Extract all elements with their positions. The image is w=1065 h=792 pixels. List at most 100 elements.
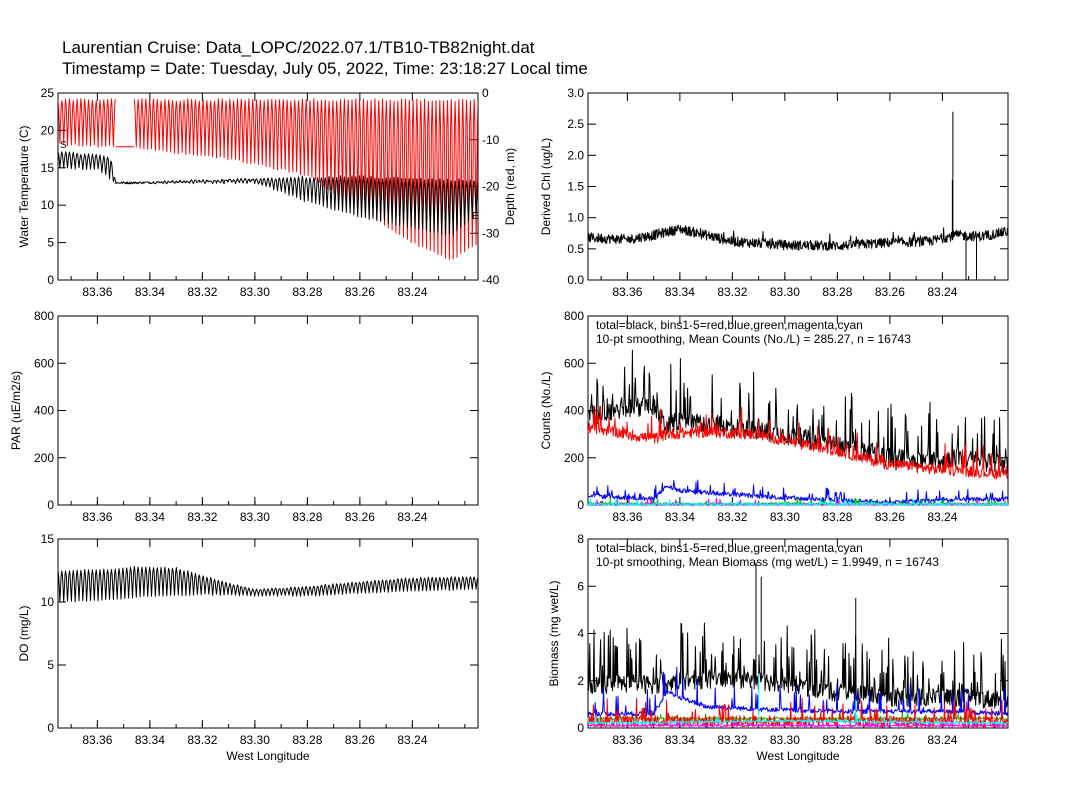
y-tick-label: 10 (41, 198, 55, 212)
y-tick-label: 2.5 (567, 117, 584, 131)
x-tick-label: 83.36 (612, 510, 642, 524)
x-tick-label: 83.32 (717, 733, 747, 747)
y2-tick-label: -30 (482, 226, 500, 240)
x-tick-label: 83.36 (82, 510, 112, 524)
chl-series-group (587, 111, 1009, 280)
x-tick-label: 83.34 (135, 733, 165, 747)
y-tick-label: 1.0 (567, 211, 584, 225)
counts-annotation-line1: total=black, bins1-5=red,blue,green,mage… (596, 318, 863, 332)
y-tick-label: 15 (41, 532, 55, 546)
x-axis-label: West Longitude (756, 749, 839, 763)
series-line-5 (587, 498, 1009, 506)
y-tick-label: 8 (577, 532, 584, 546)
series-line-0 (587, 349, 1009, 474)
x-tick-label: 83.34 (665, 733, 695, 747)
panel-temp: 83.36 83.34 83.32 83.30 83.28 83.26 83.24 0 5 10 1… (17, 86, 517, 299)
biomass-annotation-line2: 10-pt smoothing, Mean Biomass (mg wet/L)… (596, 555, 939, 569)
x-tick-label: 83.36 (612, 285, 642, 299)
x-tick-label: 83.30 (770, 510, 800, 524)
x-tick-label: 83.26 (345, 733, 375, 747)
series-line-5 (587, 715, 1009, 725)
biomass-series-group (587, 562, 1009, 729)
x-tick-label: 83.34 (665, 510, 695, 524)
x-tick-label: 83.24 (397, 733, 427, 747)
x-tick-label: 83.28 (292, 733, 322, 747)
panel-counts: 83.36 83.34 83.32 83.30 83.28 83.26 83.24 0 200 4… (539, 309, 1009, 524)
x-tick-label: 83.26 (875, 733, 905, 747)
panel-chl: 83.36 83.34 83.32 83.30 83.28 83.26 83.24 0.0 0.… (539, 86, 1009, 299)
start-marker: S (60, 140, 67, 151)
end-marker: E (472, 211, 479, 222)
y2-tick-label: -10 (482, 133, 500, 147)
biomass-annotation-line1: total=black, bins1-5=red,blue,green,mage… (596, 541, 863, 555)
figure-title-line1: Laurentian Cruise: Data_LOPC/2022.07.1/T… (62, 38, 535, 57)
do-series-line (57, 566, 479, 603)
x-tick-label: 83.34 (135, 510, 165, 524)
x-tick-label: 83.24 (397, 510, 427, 524)
y-tick-label: 20 (41, 123, 55, 137)
temperature-series-line (58, 151, 478, 236)
x-tick-label: 83.30 (240, 285, 270, 299)
y-axis-label: Counts (No./L) (539, 371, 553, 449)
plot-frame (57, 538, 479, 729)
y-axis-label: PAR (uE/m2/s) (9, 371, 23, 450)
x-tick-label: 83.30 (770, 285, 800, 299)
x-tick-label: 83.26 (875, 510, 905, 524)
x-tick-label: 83.32 (187, 733, 217, 747)
chl-series-line (587, 224, 1009, 251)
y-tick-label: 5 (47, 658, 54, 672)
y2-axis-label: Depth (red, m) (503, 148, 517, 225)
y-tick-label: 4 (577, 627, 584, 641)
series-line-1 (587, 666, 1009, 717)
x-tick-label: 83.32 (717, 510, 747, 524)
y-tick-label: 400 (34, 404, 54, 418)
x-tick-label: 83.34 (135, 285, 165, 299)
x-tick-label: 83.28 (822, 285, 852, 299)
depth-series-line (58, 98, 478, 260)
x-tick-label: 83.26 (875, 285, 905, 299)
y-tick-label: 6 (577, 579, 584, 593)
x-tick-label: 83.30 (240, 733, 270, 747)
y-axis-label: DO (mg/L) (17, 605, 31, 661)
x-tick-label: 83.28 (292, 510, 322, 524)
y-tick-label: 25 (41, 86, 55, 100)
y2-tick-label: -20 (482, 180, 500, 194)
x-tick-label: 83.34 (665, 285, 695, 299)
x-tick-label: 83.26 (345, 510, 375, 524)
y-tick-label: 800 (34, 309, 54, 323)
plot-frame (57, 315, 479, 506)
x-tick-label: 83.24 (927, 733, 957, 747)
temp-series-group (58, 98, 478, 260)
figure-title-line2: Timestamp = Date: Tuesday, July 05, 2022… (62, 59, 588, 78)
y-tick-label: 0.0 (567, 273, 584, 287)
x-tick-label: 83.28 (822, 733, 852, 747)
x-tick-label: 83.26 (345, 285, 375, 299)
x-tick-label: 83.36 (82, 285, 112, 299)
y2-tick-label: 0 (482, 86, 489, 100)
panel-biomass: 83.36 83.34 83.32 83.30 83.28 83.26 83.24 0 2 4 6 8… (547, 532, 1009, 763)
x-tick-label: 83.24 (397, 285, 427, 299)
y-tick-label: 200 (564, 451, 584, 465)
y-tick-label: 1.5 (567, 180, 584, 194)
y-tick-label: 0 (47, 273, 54, 287)
counts-annotation-line2: 10-pt smoothing, Mean Counts (No./L) = 2… (596, 332, 911, 346)
y-tick-label: 600 (564, 356, 584, 370)
x-tick-label: 83.30 (240, 510, 270, 524)
series-line-4 (587, 719, 1009, 728)
y-tick-label: 0 (47, 498, 54, 512)
x-tick-label: 83.36 (612, 733, 642, 747)
x-axis-label: West Longitude (226, 749, 309, 763)
y-tick-label: 2.0 (567, 148, 584, 162)
counts-series-group (587, 349, 1009, 506)
y-tick-label: 800 (564, 309, 584, 323)
y-tick-label: 3.0 (567, 86, 584, 100)
x-tick-label: 83.30 (770, 733, 800, 747)
do-series-group (57, 566, 479, 603)
y-tick-label: 10 (41, 595, 55, 609)
y-tick-label: 2 (577, 674, 584, 688)
x-tick-label: 83.32 (187, 510, 217, 524)
y-axis-label: Water Temperature (C) (17, 125, 31, 247)
panel-do: 83.36 83.34 83.32 83.30 83.28 83.26 83.24 0 5 10 1… (17, 532, 479, 763)
